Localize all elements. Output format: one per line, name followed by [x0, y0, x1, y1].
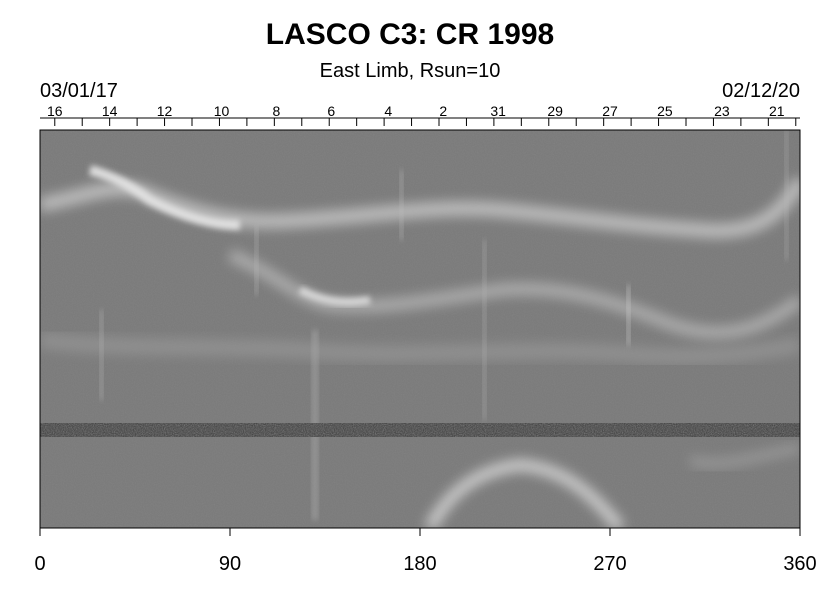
end-date-label: 02/12/20	[722, 80, 800, 102]
top-day-label: 8	[273, 103, 281, 119]
x-tick-label: 360	[783, 553, 816, 575]
chart-subtitle: East Limb, Rsun=10	[319, 60, 501, 82]
start-date-label: 03/01/17	[40, 80, 118, 102]
top-day-label: 14	[102, 103, 118, 119]
top-day-label: 10	[214, 103, 230, 119]
chart-title: LASCO C3: CR 1998	[265, 18, 555, 51]
top-day-label: 25	[657, 103, 673, 119]
top-day-label: 2	[439, 103, 447, 119]
top-day-label: 21	[769, 103, 785, 119]
top-day-label: 16	[47, 103, 63, 119]
top-day-label: 27	[602, 103, 618, 119]
x-tick-label: 180	[403, 553, 436, 575]
x-tick-label: 270	[593, 553, 626, 575]
x-tick-label: 90	[219, 553, 241, 575]
top-day-label: 29	[547, 103, 563, 119]
top-date-axis: 16 14 12 10 8 6 4 2 31 29 27 25 23 21	[40, 103, 800, 126]
top-day-label: 4	[384, 103, 392, 119]
top-day-label: 31	[490, 103, 506, 119]
x-axis: 0 90 180 270 360	[34, 528, 817, 575]
top-day-label: 23	[714, 103, 730, 119]
x-tick-label: 0	[34, 553, 45, 575]
top-day-label: 6	[327, 103, 335, 119]
top-day-label: 12	[157, 103, 173, 119]
plot-image	[40, 130, 800, 528]
